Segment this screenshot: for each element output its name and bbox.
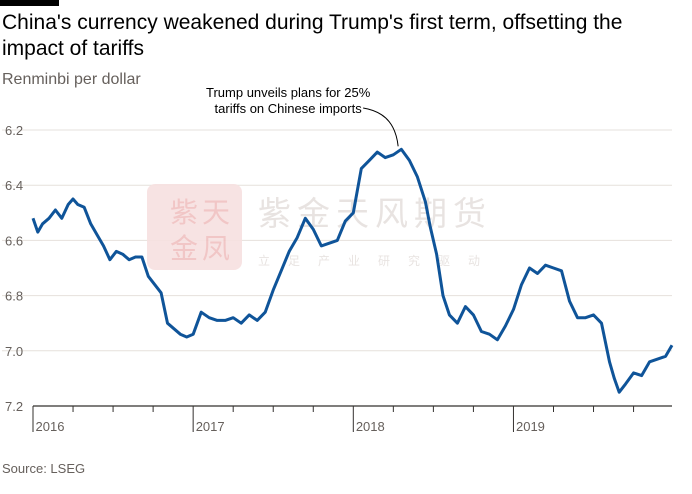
y-tick-label: 6.4 [5, 178, 23, 193]
brand-top-bar [0, 0, 59, 6]
watermark-logo-char-4: 凤 [202, 233, 230, 264]
y-axis-label: Renminbi per dollar [2, 71, 141, 88]
watermark-logo-char-1: 紫 [170, 197, 198, 228]
gridlines [2, 129, 672, 352]
y-tick-label: 7.0 [5, 344, 23, 359]
y-tick-label: 6.6 [5, 233, 23, 248]
x-tick-label: 2019 [516, 419, 545, 434]
watermark-tagline: 立足产业研究驱动 [258, 253, 498, 268]
watermark-logo-char-2: 天 [202, 197, 230, 228]
x-tick-label: 2017 [196, 419, 225, 434]
annotation-leader-line [363, 107, 399, 147]
watermark: 紫 天 金 凤 紫金天风期货 立足产业研究驱动 [147, 184, 498, 270]
x-tick-label: 2016 [36, 419, 65, 434]
series-line-usd-cny [31, 147, 674, 394]
watermark-name: 紫金天风期货 [258, 194, 492, 233]
y-tick-label: 6.2 [5, 123, 23, 138]
x-ticks: 2016 2017 2018 2019 [32, 406, 635, 434]
annotation-line-2: tariffs on Chinese imports [215, 101, 363, 116]
x-tick-label: 2018 [356, 419, 385, 434]
source-note: Source: LSEG [2, 461, 86, 476]
annotation-line-1: Trump unveils plans for 25% [206, 85, 371, 100]
y-tick-label: 7.2 [5, 399, 23, 414]
chart-title: China's currency weakened during Trump's… [2, 11, 623, 60]
watermark-logo-box [147, 184, 242, 270]
y-tick-label: 6.8 [5, 289, 23, 304]
watermark-logo-char-3: 金 [170, 233, 198, 264]
y-tick-labels: 6.2 6.4 6.6 6.8 7.0 7.2 [5, 123, 23, 414]
